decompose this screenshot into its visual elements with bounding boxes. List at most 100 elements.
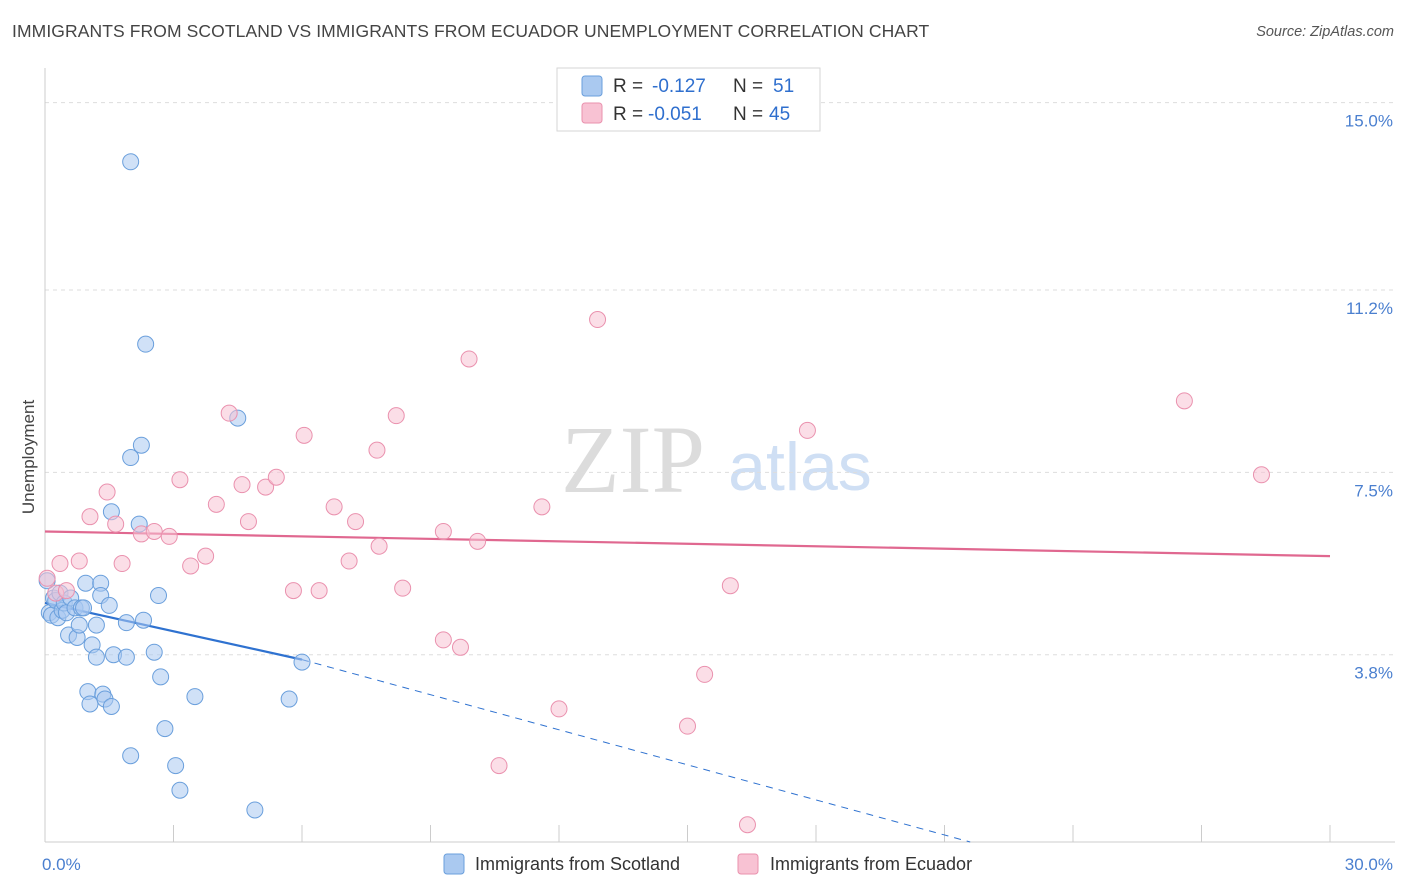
scotland-point-27 [100, 596, 118, 614]
y-tick-label-1: 7.5% [1354, 481, 1393, 500]
correlation-legend: R = -0.127 N = 51 R = -0.051 N = 45 [556, 67, 821, 132]
watermark-atlas: atlas [728, 429, 872, 505]
bottom-legend-swatch-scotland [443, 853, 465, 875]
scotland-point-38 [135, 611, 153, 629]
legend-n-label-ecuador: N = [733, 104, 763, 125]
scotland-point-32 [117, 614, 135, 632]
gridlines [45, 102, 1395, 656]
ecuador-point-8 [113, 555, 131, 573]
scotland-point-28 [102, 697, 120, 715]
scotland-point-45 [171, 781, 189, 799]
ecuador-point-39 [589, 311, 607, 329]
scotland-point-50 [293, 653, 311, 671]
scotland-point-49 [280, 690, 298, 708]
ecuador-point-2 [51, 555, 69, 573]
ecuador-point-33 [451, 638, 469, 656]
ecuador-point-19 [257, 478, 275, 496]
scotland-point-46 [186, 688, 204, 706]
ecuador-point-32 [434, 522, 452, 540]
zipatlas-watermark: ZIP atlas [561, 406, 872, 513]
legend-r-label-ecuador: R = [613, 104, 643, 125]
ecuador-point-43 [738, 816, 756, 834]
y-tick-labels: 3.8% 7.5% 11.2% 15.0% [1345, 112, 1393, 683]
ecuador-point-21 [284, 582, 302, 600]
scotland-point-21 [87, 648, 105, 666]
source-credit: Source: ZipAtlas.com [1256, 24, 1394, 40]
scotland-point-40 [145, 643, 163, 661]
x-tick-label-0: 0.0% [42, 855, 81, 874]
ecuador-point-5 [81, 508, 99, 526]
trend-line-scotland-extrapolated [301, 659, 971, 843]
legend-r-value-ecuador: -0.051 [648, 104, 702, 125]
ecuador-point-27 [368, 441, 386, 459]
ecuador-point-37 [533, 498, 551, 516]
legend-n-value-scotland: 51 [773, 76, 794, 97]
ecuador-point-0 [38, 569, 56, 587]
series-scotland-points [38, 153, 311, 819]
scotland-point-31 [117, 648, 135, 666]
scotland-point-37 [132, 436, 150, 454]
scotland-point-43 [156, 720, 174, 738]
series-ecuador-points [38, 311, 1270, 834]
ecuador-point-16 [220, 404, 238, 422]
x-tick-labels: 0.0% 30.0% [42, 855, 1393, 874]
y-tick-label-3: 15.0% [1345, 112, 1393, 131]
scotland-point-41 [150, 587, 168, 605]
scotland-point-14 [70, 616, 88, 634]
ecuador-point-18 [239, 513, 257, 531]
legend-swatch-scotland [581, 75, 603, 97]
ecuador-point-14 [197, 547, 215, 565]
ecuador-point-38 [550, 700, 568, 718]
y-tick-label-0: 3.8% [1354, 664, 1393, 683]
scotland-point-35 [122, 747, 140, 765]
ecuador-point-25 [347, 513, 365, 531]
ecuador-point-13 [182, 557, 200, 575]
scotland-point-44 [167, 757, 185, 775]
ecuador-point-40 [679, 717, 696, 735]
scotland-point-39 [137, 335, 155, 353]
scotland-point-34 [122, 449, 140, 467]
legend-n-label-scotland: N = [733, 76, 763, 97]
bottom-legend-label-scotland: Immigrants from Scotland [475, 854, 680, 874]
scotland-point-16 [75, 599, 93, 617]
ecuador-point-6 [98, 483, 116, 501]
bottom-legend-swatch-ecuador [737, 853, 759, 875]
ecuador-point-46 [1252, 466, 1270, 484]
ecuador-point-44 [798, 421, 816, 439]
ecuador-point-34 [460, 350, 478, 368]
ecuador-point-15 [207, 495, 225, 513]
scotland-point-33 [122, 153, 140, 171]
ecuador-point-4 [70, 552, 88, 570]
y-tick-label-2: 11.2% [1346, 299, 1393, 318]
series-legend: Immigrants from Scotland Immigrants from… [443, 853, 972, 875]
watermark-zip: ZIP [561, 406, 705, 513]
ecuador-point-22 [295, 426, 313, 444]
trend-lines [44, 530, 1331, 843]
bottom-legend-label-ecuador: Immigrants from Ecuador [770, 854, 972, 874]
legend-r-value-scotland: -0.127 [652, 76, 706, 97]
scotland-point-17 [77, 574, 95, 592]
ecuador-point-20 [267, 468, 285, 486]
legend-n-value-ecuador: 45 [769, 104, 790, 125]
chart-title: IMMIGRANTS FROM SCOTLAND VS IMMIGRANTS F… [12, 21, 930, 41]
ecuador-point-36 [490, 757, 508, 775]
axes [44, 68, 1395, 843]
ecuador-point-31 [434, 631, 452, 649]
scotland-point-22 [87, 616, 105, 634]
ecuador-point-23 [310, 582, 328, 600]
ecuador-point-17 [233, 476, 251, 494]
ecuador-point-42 [721, 577, 739, 595]
scotland-point-42 [152, 668, 170, 686]
legend-swatch-ecuador [581, 102, 603, 124]
y-axis-label: Unemployment [19, 400, 38, 515]
ecuador-point-26 [340, 552, 358, 570]
ecuador-point-11 [160, 527, 178, 545]
ecuador-point-41 [696, 665, 714, 683]
ecuador-point-28 [370, 537, 388, 555]
ecuador-point-29 [387, 407, 405, 425]
ecuador-point-24 [325, 498, 343, 516]
legend-r-label-scotland: R = [613, 76, 643, 97]
x-tick-label-1: 30.0% [1345, 855, 1393, 874]
ecuador-point-12 [171, 471, 189, 489]
